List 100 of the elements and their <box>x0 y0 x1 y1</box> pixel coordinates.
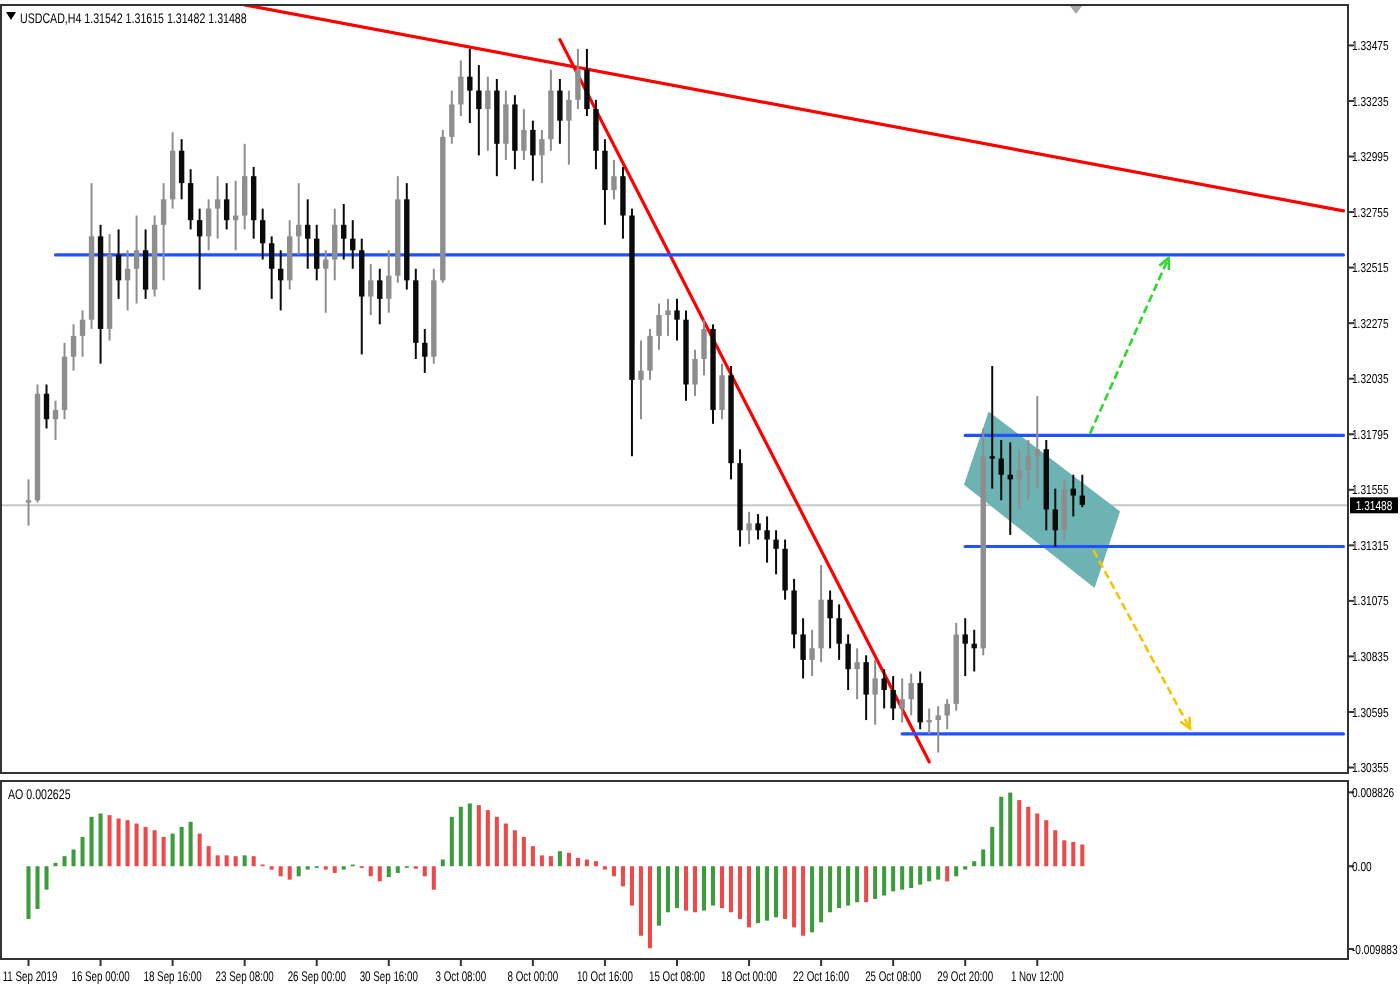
candlestick <box>800 617 806 680</box>
bar <box>80 836 85 867</box>
bar <box>539 855 544 867</box>
candlestick <box>160 182 167 282</box>
bar <box>125 820 130 867</box>
bar <box>710 866 716 906</box>
bar <box>647 866 652 949</box>
candlestick <box>268 235 275 300</box>
candlestick <box>359 237 365 356</box>
bar <box>837 866 842 909</box>
bar <box>747 866 752 928</box>
bar <box>981 849 986 867</box>
candlestick <box>25 478 32 527</box>
candlestick <box>1025 439 1031 502</box>
bar <box>1044 820 1049 867</box>
candlestick <box>142 228 149 300</box>
candlestick <box>836 603 842 661</box>
candlestick <box>250 165 257 240</box>
candlestick <box>908 672 914 717</box>
candlestick <box>115 228 122 300</box>
candlestick <box>593 98 599 171</box>
candlestick <box>1070 473 1076 518</box>
candlestick <box>674 297 680 342</box>
bar <box>1026 806 1031 867</box>
candlestick <box>692 348 698 398</box>
bar <box>287 866 292 880</box>
bar <box>729 866 734 913</box>
candlestick <box>521 108 527 161</box>
bar <box>783 866 788 919</box>
candlestick <box>701 318 707 377</box>
candlestick <box>926 707 932 735</box>
candlestick <box>70 323 77 372</box>
bar <box>999 796 1004 867</box>
candlestick <box>223 182 230 231</box>
candlestick <box>917 670 923 731</box>
bar <box>44 866 49 890</box>
bar <box>1035 813 1040 867</box>
bar <box>656 866 662 926</box>
bar <box>828 866 833 913</box>
bar <box>179 826 184 867</box>
candlestick <box>133 214 140 305</box>
candlestick <box>332 207 338 282</box>
bar <box>566 852 571 867</box>
bar <box>1080 844 1085 867</box>
bar <box>972 861 977 867</box>
bar <box>936 866 941 880</box>
candlestick <box>944 698 950 731</box>
bar <box>98 813 103 867</box>
candlestick <box>989 364 995 490</box>
bar <box>170 833 175 867</box>
bar <box>89 816 94 867</box>
candlestick <box>241 142 248 231</box>
candlestick <box>341 202 347 261</box>
candlestick <box>575 47 581 111</box>
candlestick <box>881 668 887 710</box>
candlestick <box>584 47 590 118</box>
bar <box>557 851 562 867</box>
candlestick <box>386 249 392 314</box>
candlestick <box>214 175 221 240</box>
bar <box>873 866 878 899</box>
bar <box>1017 800 1022 867</box>
candlestick <box>377 267 383 326</box>
candlestick <box>1052 487 1058 548</box>
candlestick <box>656 302 662 351</box>
bar <box>611 866 616 877</box>
candlestick <box>566 89 572 166</box>
bar <box>683 866 689 911</box>
bar <box>575 857 580 867</box>
candlestick <box>314 223 320 282</box>
bar <box>431 866 436 890</box>
bar <box>395 866 400 873</box>
candlestick <box>305 198 311 270</box>
bar <box>467 803 472 867</box>
bar <box>864 866 869 903</box>
bar <box>1071 841 1076 867</box>
candlestick <box>539 128 545 185</box>
bar <box>521 836 526 867</box>
candlestick <box>1061 478 1067 541</box>
bar <box>855 866 860 903</box>
bar <box>449 816 454 867</box>
bar <box>224 855 229 867</box>
candlestick <box>998 439 1004 502</box>
bar <box>810 866 815 933</box>
candlestick <box>196 207 203 291</box>
bar <box>422 866 427 877</box>
bar <box>593 861 598 867</box>
bar <box>278 866 283 877</box>
candlestick <box>809 628 815 678</box>
bar <box>476 805 481 867</box>
bar <box>756 866 761 924</box>
candlestick <box>43 383 50 430</box>
bar <box>774 866 779 918</box>
candlestick <box>205 198 212 252</box>
candlestick <box>1016 448 1022 511</box>
bar <box>891 866 896 892</box>
candlestick <box>719 362 725 421</box>
candlestick <box>79 309 86 358</box>
candlestick <box>485 75 491 152</box>
bar <box>1008 792 1013 867</box>
bar <box>918 866 923 885</box>
